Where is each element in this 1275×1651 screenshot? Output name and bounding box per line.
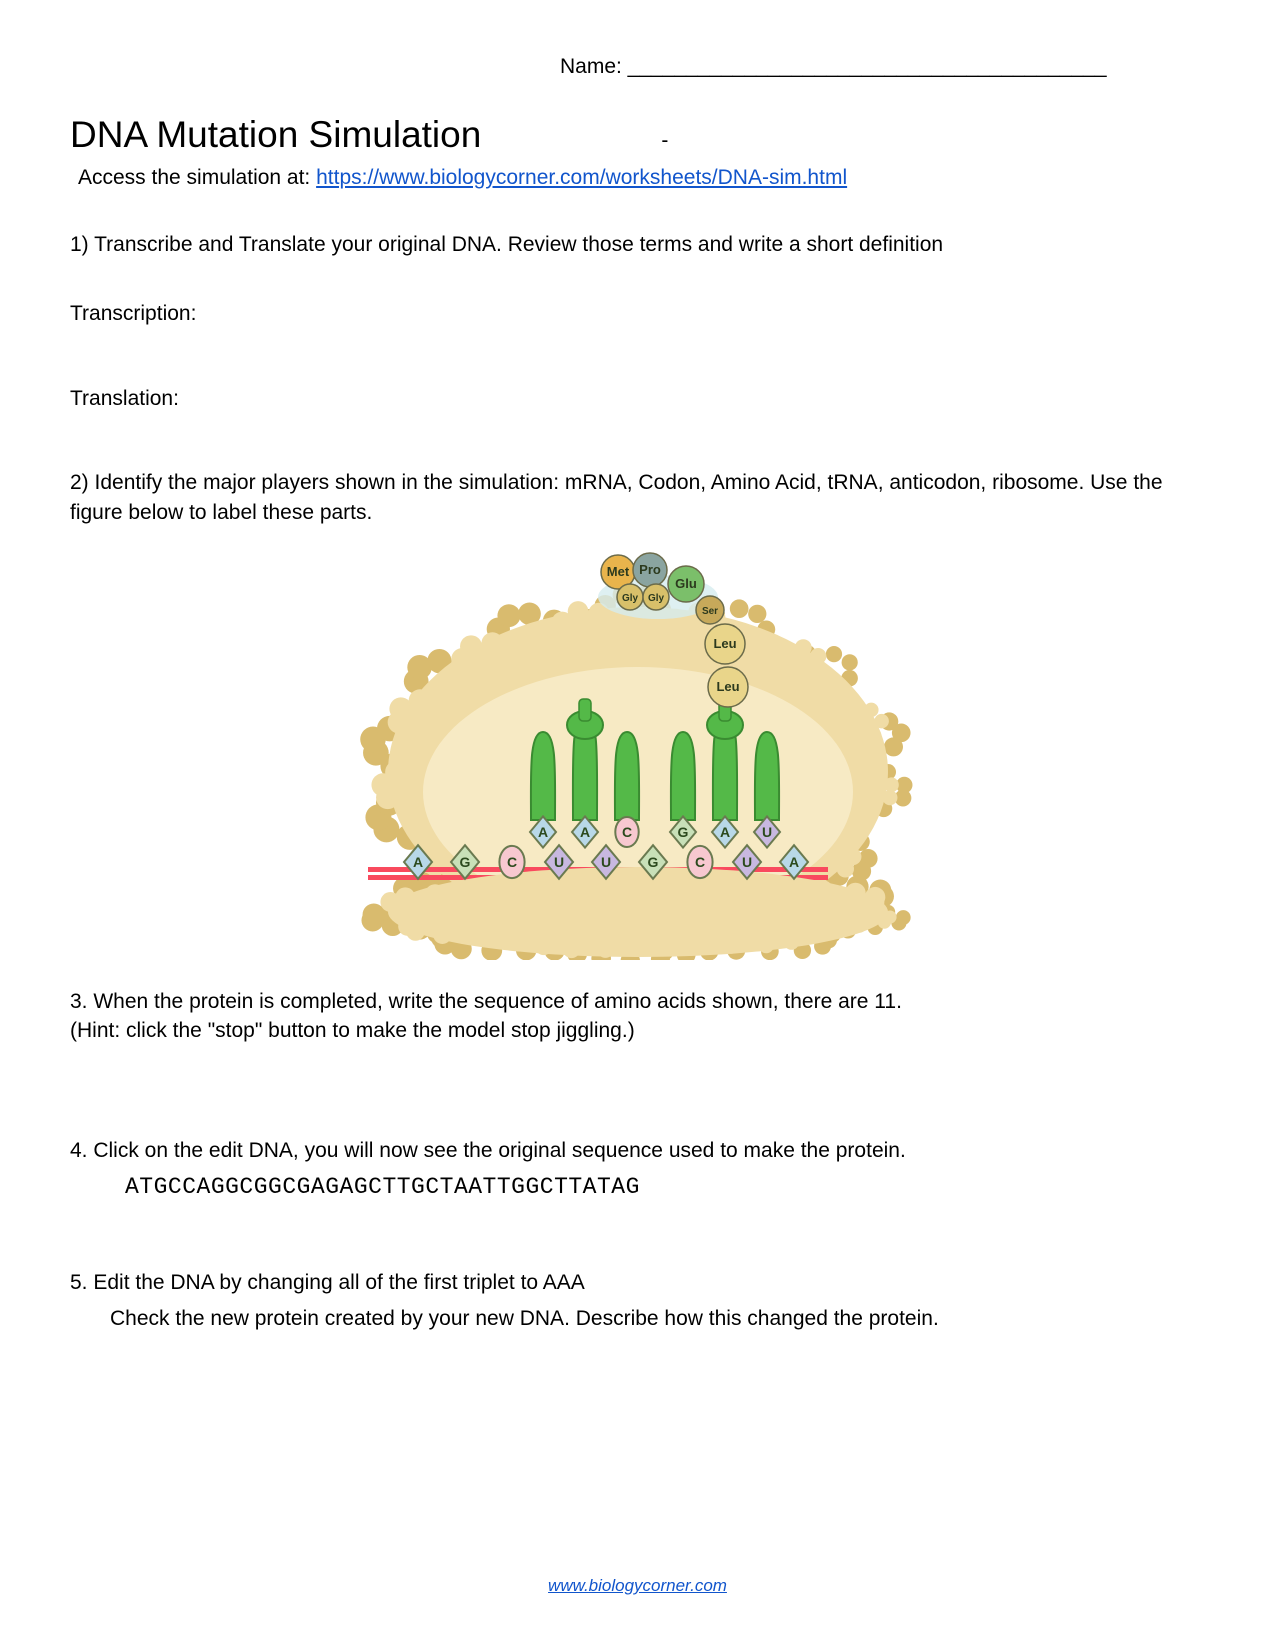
svg-text:U: U xyxy=(741,854,751,870)
svg-text:Met: Met xyxy=(606,564,629,579)
question-4: 4. Click on the edit DNA, you will now s… xyxy=(70,1136,1205,1165)
svg-text:A: A xyxy=(719,824,729,840)
svg-text:G: G xyxy=(647,854,658,870)
question-5-line1: 5. Edit the DNA by changing all of the f… xyxy=(70,1268,1205,1297)
svg-text:A: A xyxy=(788,854,798,870)
svg-text:Gly: Gly xyxy=(647,593,664,604)
ribosome-diagram: AGCUUGCUAAACGAUMetProGlyGlyGluSerLeuLeu xyxy=(70,542,1205,967)
footer-link[interactable]: www.biologycorner.com xyxy=(548,1576,727,1595)
svg-text:C: C xyxy=(621,824,631,840)
svg-text:U: U xyxy=(761,824,771,840)
title-row: DNA Mutation Simulation - xyxy=(70,114,1205,156)
worksheet-page: Name: __________________________________… xyxy=(0,0,1275,1651)
svg-text:Glu: Glu xyxy=(675,576,697,591)
svg-text:Pro: Pro xyxy=(639,562,661,577)
svg-text:A: A xyxy=(579,824,589,840)
svg-text:A: A xyxy=(537,824,547,840)
svg-text:C: C xyxy=(694,854,704,870)
translation-label: Translation: xyxy=(70,384,1205,413)
svg-text:G: G xyxy=(677,824,688,840)
access-line: Access the simulation at: https://www.bi… xyxy=(78,166,1205,190)
svg-text:U: U xyxy=(600,854,610,870)
svg-text:Leu: Leu xyxy=(713,636,736,651)
page-footer: www.biologycorner.com xyxy=(0,1576,1275,1596)
question-5-line2: Check the new protein created by your ne… xyxy=(110,1304,1205,1333)
name-field-line: Name: __________________________________… xyxy=(560,55,1205,79)
svg-text:G: G xyxy=(459,854,470,870)
svg-text:Ser: Ser xyxy=(701,606,717,617)
svg-text:U: U xyxy=(553,854,563,870)
question-1: 1) Transcribe and Translate your origina… xyxy=(70,230,1205,259)
page-title: DNA Mutation Simulation xyxy=(70,114,481,156)
question-3-line2: (Hint: click the "stop" button to make t… xyxy=(70,1016,1205,1045)
svg-text:A: A xyxy=(412,854,422,870)
svg-text:Leu: Leu xyxy=(716,679,739,694)
svg-text:Gly: Gly xyxy=(621,593,638,604)
simulation-link[interactable]: https://www.biologycorner.com/worksheets… xyxy=(316,166,847,189)
title-dash: - xyxy=(661,129,668,153)
question-3-line1: 3. When the protein is completed, write … xyxy=(70,987,1205,1016)
access-prefix: Access the simulation at: xyxy=(78,166,316,189)
svg-text:C: C xyxy=(506,854,516,870)
ribosome-svg: AGCUUGCUAAACGAUMetProGlyGlyGluSerLeuLeu xyxy=(358,542,918,962)
dna-sequence: ATGCCAGGCGGCGAGAGCTTGCTAATTGGCTTATAG xyxy=(125,1171,1205,1203)
transcription-label: Transcription: xyxy=(70,299,1205,328)
question-2: 2) Identify the major players shown in t… xyxy=(70,468,1205,527)
